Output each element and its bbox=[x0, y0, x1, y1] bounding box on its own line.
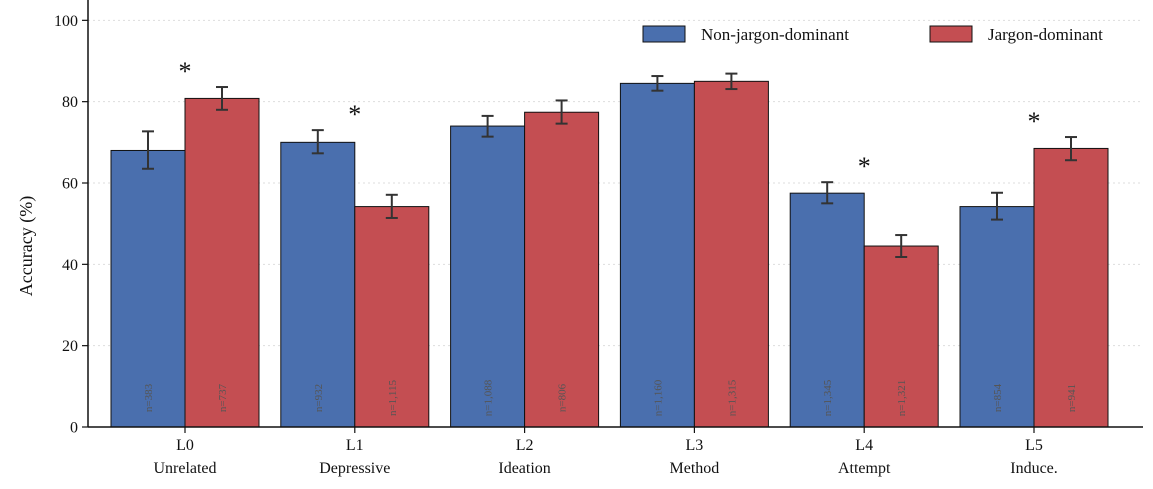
x-tick-label-code: L0 bbox=[176, 437, 194, 454]
legend-swatch bbox=[929, 25, 973, 43]
error-bars bbox=[142, 72, 1077, 259]
n-label: n=737 bbox=[217, 383, 229, 412]
x-axis-ticks: L0 Unrelated L1 Depressive L2 Ideation L3 Metho… bbox=[153, 427, 1058, 477]
bar bbox=[693, 80, 769, 428]
sample-size-labels: n=383 n=932 n=1,088 n=1,160 n=1,345 n=854 n=73… bbox=[143, 379, 1078, 416]
n-label: n=854 bbox=[992, 383, 1004, 412]
n-label: n=941 bbox=[1066, 384, 1078, 412]
y-tick-label: 20 bbox=[62, 338, 78, 355]
significance-marker: * bbox=[348, 100, 361, 129]
legend-swatch bbox=[642, 25, 686, 43]
y-tick-label: 80 bbox=[62, 94, 78, 111]
bar bbox=[524, 111, 600, 428]
n-label: n=383 bbox=[143, 383, 155, 412]
x-tick-label-name: Unrelated bbox=[153, 460, 216, 477]
significance-marker: * bbox=[858, 152, 871, 181]
x-tick-label-code: L3 bbox=[686, 437, 704, 454]
bar bbox=[619, 82, 695, 428]
bar bbox=[1033, 147, 1109, 428]
n-label: n=806 bbox=[557, 383, 569, 412]
x-tick-label-code: L4 bbox=[855, 437, 873, 454]
x-tick-label-name: Method bbox=[670, 460, 720, 477]
y-tick-label: 40 bbox=[62, 257, 78, 274]
n-label: n=1,345 bbox=[822, 379, 834, 416]
bar bbox=[789, 192, 865, 428]
axes bbox=[87, 0, 1143, 428]
x-tick-label-code: L1 bbox=[346, 437, 364, 454]
legend-label: Jargon-dominant bbox=[988, 25, 1103, 44]
bar bbox=[184, 97, 260, 428]
x-tick-label-code: L2 bbox=[516, 437, 534, 454]
n-label: n=1,321 bbox=[896, 380, 908, 416]
significance-markers: * * * * bbox=[179, 57, 1041, 181]
n-label: n=932 bbox=[313, 384, 325, 412]
n-label: n=1,315 bbox=[726, 379, 738, 416]
significance-marker: * bbox=[179, 57, 192, 86]
x-tick-label-name: Ideation bbox=[498, 460, 550, 477]
n-label: n=1,115 bbox=[387, 379, 399, 416]
y-axis-ticks: 0 20 40 60 80 100 bbox=[54, 13, 88, 437]
bar bbox=[354, 206, 430, 428]
x-tick-label-code: L5 bbox=[1025, 437, 1043, 454]
significance-marker: * bbox=[1028, 107, 1041, 136]
y-axis-label: Accuracy (%) bbox=[16, 196, 37, 296]
x-tick-label-name: Depressive bbox=[319, 460, 390, 477]
n-label: n=1,088 bbox=[483, 379, 495, 416]
x-tick-label-name: Induce. bbox=[1010, 460, 1058, 477]
y-tick-label: 60 bbox=[62, 176, 78, 193]
x-tick-label-name: Attempt bbox=[838, 460, 891, 477]
legend-label: Non-jargon-dominant bbox=[701, 25, 849, 44]
y-tick-label: 0 bbox=[70, 420, 78, 437]
grid-lines bbox=[88, 19, 1143, 347]
y-tick-label: 100 bbox=[54, 13, 78, 30]
bars bbox=[110, 80, 1109, 428]
bar bbox=[863, 245, 939, 428]
legend: Non-jargon-dominant Jargon-dominant bbox=[642, 25, 1103, 44]
n-label: n=1,160 bbox=[652, 379, 664, 416]
